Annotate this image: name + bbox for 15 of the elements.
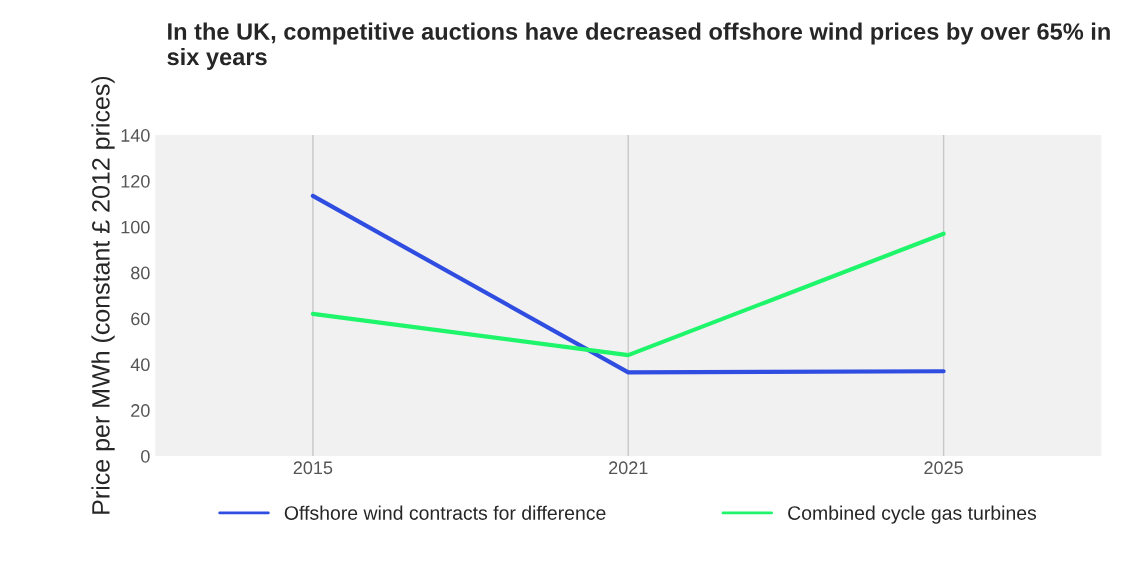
legend-label: Offshore wind contracts for difference [284,505,606,520]
chart-title: In the UK, competitive auctions have decreased offshore wind prices by over 65% in six years [167,22,1110,70]
y-tick-label: 120 [121,174,150,188]
legend-label: Combined cycle gas turbines [788,505,1037,524]
y-tick-label: 60 [131,312,150,326]
y-tick-label: 20 [131,404,150,417]
y-tick-label: 140 [121,129,150,142]
x-tick-label: 2025 [924,461,963,475]
y-tick-label: 40 [130,358,150,372]
x-tick-label: 2015 [293,461,333,475]
x-tick-label: 2021 [609,461,648,475]
y-tick-label: 100 [121,220,150,234]
y-axis-title: Price per MWh (constant £ 2012 prices) [91,76,115,514]
y-tick-label: 0 [141,449,150,463]
y-tick-label: 80 [131,266,150,280]
